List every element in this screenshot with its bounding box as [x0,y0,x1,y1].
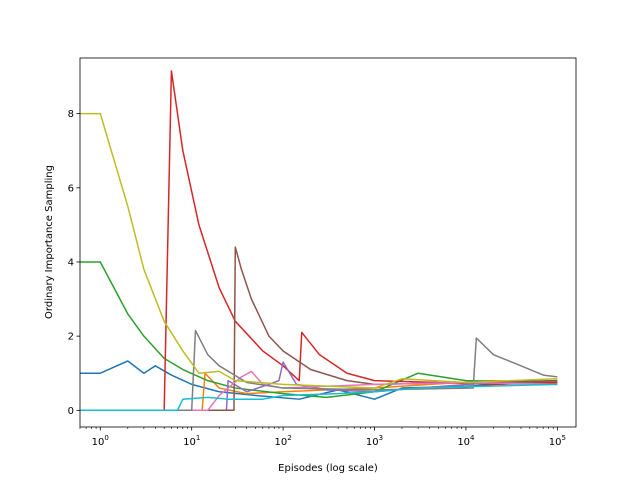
series-line-9 [80,112,558,389]
x-tick-label: 102 [275,434,292,448]
y-tick-label: 8 [68,109,74,120]
series-line-1 [80,360,558,400]
series-line-8 [80,329,558,412]
y-axis: 0 2 4 6 8 [68,109,80,417]
y-tick-label: 4 [68,257,74,268]
x-tick-label: 103 [366,434,383,448]
x-tick-label: 105 [549,434,566,448]
plot-lines [80,70,558,412]
y-tick-label: 2 [68,332,74,343]
axes-frame [79,57,577,428]
y-axis-label: Ordinary Importance Sampling [44,165,55,319]
y-tick-label: 0 [68,406,74,417]
series-line-3 [80,261,558,399]
y-tick-label: 6 [68,183,74,194]
x-axis: 100 101 102 103 104 105 [79,427,566,448]
series-line-10 [80,383,558,412]
x-tick-label: 104 [457,434,475,448]
x-tick-label: 101 [183,434,200,448]
x-axis-label: Episodes (log scale) [278,463,378,474]
x-tick-label: 100 [92,434,109,448]
